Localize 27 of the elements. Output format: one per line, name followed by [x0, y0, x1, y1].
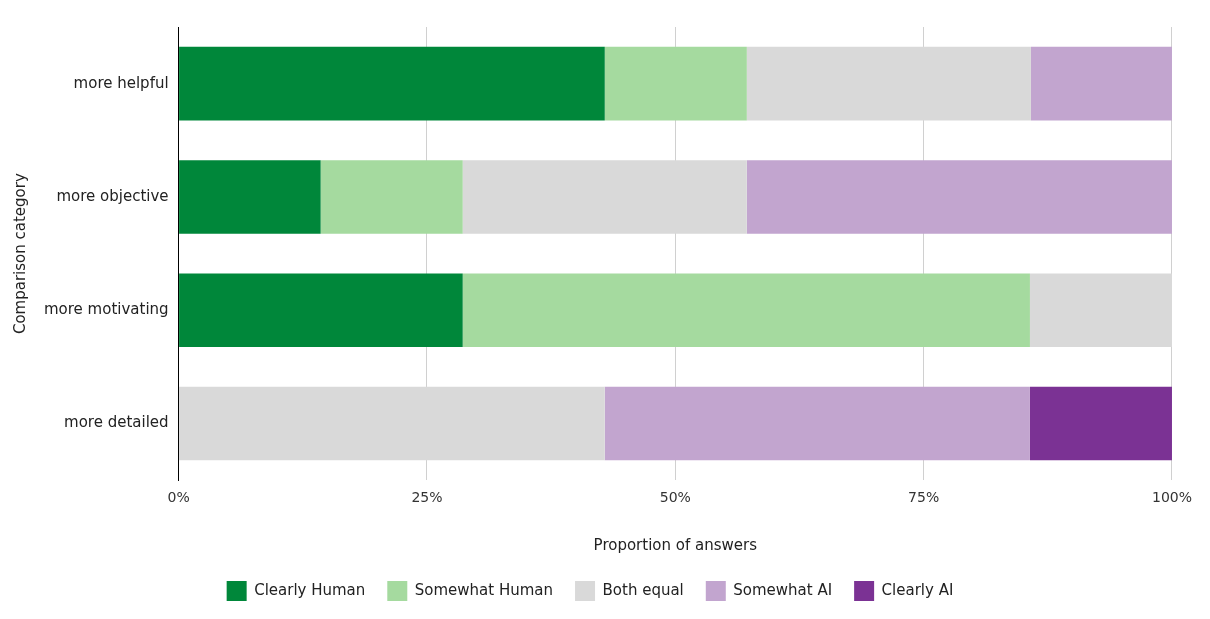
y-tick-label: more objective: [56, 186, 169, 205]
legend-label: Somewhat Human: [414, 580, 554, 599]
bar: [179, 46, 605, 121]
x-axis-title: Proportion of answers: [593, 535, 758, 554]
legend-label: Both equal: [602, 580, 684, 599]
x-tick-label: 100%: [1151, 489, 1192, 506]
y-tick-label: more detailed: [64, 413, 169, 432]
x-tick-label: 25%: [411, 489, 443, 506]
bar: [1029, 386, 1172, 461]
x-tick-label: 75%: [908, 489, 940, 506]
legend-label: Somewhat AI: [733, 580, 833, 599]
y-axis-title: Comparison category: [10, 173, 29, 335]
x-tick-label: 50%: [659, 489, 691, 506]
bar: [179, 160, 321, 234]
y-tick-label: more helpful: [73, 73, 169, 92]
legend-label: Clearly AI: [881, 580, 954, 599]
y-tick-label: more motivating: [44, 300, 169, 319]
bar: [746, 160, 1172, 234]
bar: [604, 386, 1030, 461]
bar: [320, 160, 463, 234]
legend-label: Clearly Human: [254, 580, 366, 599]
bar: [604, 46, 747, 121]
bar: [462, 273, 1030, 348]
bar: [1030, 46, 1172, 121]
x-tick-label: 0%: [167, 489, 190, 506]
bar: [1029, 273, 1172, 348]
bar: [179, 273, 463, 348]
